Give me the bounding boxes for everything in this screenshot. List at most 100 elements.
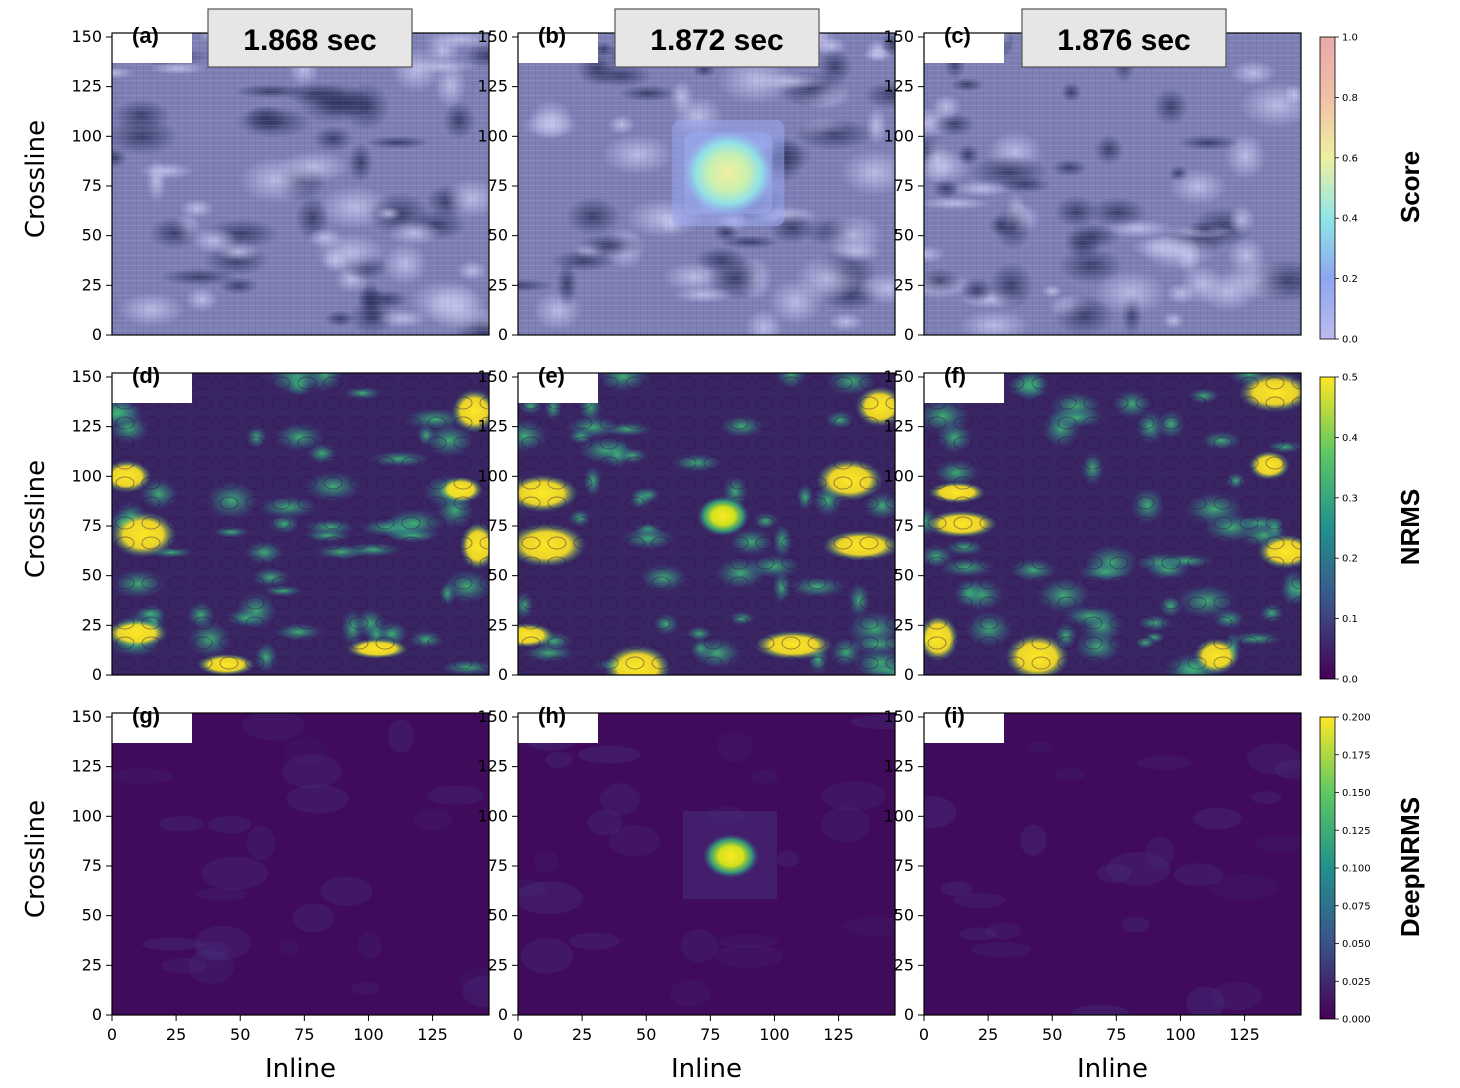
x-tick-label: 100 [759,1025,790,1044]
heatmap-panel-d [111,372,490,676]
deepnrms-patch [850,714,895,730]
panel-frame [111,712,490,1016]
y-tick-label: 50 [488,566,508,585]
y-tick-label: 25 [894,955,914,974]
deepnrms-patch [462,975,489,1008]
colorbar-tick-label: 0.8 [1342,93,1358,104]
heatmap-panel-a [111,32,490,336]
deepnrms-patch [608,825,661,857]
x-tick-label: 50 [636,1025,656,1044]
deepnrms-patch [351,982,380,995]
heatmap-panel-c [923,32,1302,336]
deepnrms-patch [714,944,784,968]
colorbar-tick-label: 0.4 [1342,433,1358,444]
panel-label-mask [518,373,598,403]
y-tick-label: 150 [71,707,102,726]
y-tick-label: 0 [904,325,914,344]
x-tick-label: 50 [1042,1025,1062,1044]
heatmap-field [518,713,895,1015]
deepnrms-patch [924,796,957,829]
deepnrms-patch [188,949,234,984]
panel-label-mask [112,373,192,403]
colorbar-tick-label: 0.200 [1342,713,1371,724]
y-tick-label: 100 [71,806,102,825]
x-tick-label: 0 [107,1025,117,1044]
deepnrms-patch [953,892,1006,909]
deepnrms-patch [940,881,973,897]
deepnrms-patch [142,937,203,951]
deepnrms-patch [520,938,574,974]
contour-texture [924,373,1301,675]
y-tick-label: 75 [488,856,508,875]
y-tick-label: 125 [883,77,914,96]
deepnrms-patch [518,881,583,915]
y-tick-label: 75 [488,176,508,195]
deepnrms-patch [292,903,335,933]
colorbar-gradient [1319,36,1336,340]
y-tick-label: 25 [894,275,914,294]
deepnrms-patch [568,932,620,950]
deepnrms-patch [195,925,251,960]
heatmap-field [924,33,1301,335]
panel-label-mask [112,713,192,743]
y-tick-label: 50 [894,226,914,245]
heatmap-field [924,713,1301,1015]
heatmap-field [112,373,489,675]
deepnrms-patch [587,809,623,836]
deepnrms-patch [1186,986,1225,1015]
y-tick-label: 150 [477,27,508,46]
time-label-box: 1.876 sec [1021,8,1227,68]
time-box [1021,8,1227,68]
y-tick-label: 75 [894,176,914,195]
y-tick-label: 75 [894,856,914,875]
y-tick-label: 100 [71,466,102,485]
deepnrms-patch [1209,873,1278,900]
heatmap-panel-e [517,372,896,676]
time-box [614,8,820,68]
heatmap-panel-f [923,372,1302,676]
deepnrms-patch [112,768,173,785]
y-tick-label: 0 [904,1005,914,1024]
y-axis-label: Crossline [21,460,51,578]
deepnrms-patch [208,815,252,834]
x-tick-label: 50 [230,1025,250,1044]
x-tick-label: 125 [823,1025,854,1044]
row-title-deepnrms: DeepNRMS [1395,797,1425,937]
seismic-texture [924,33,1301,335]
deepnrms-patch [1193,807,1242,830]
colorbar-tick-label: 0.4 [1342,214,1358,225]
deepnrms-patch [1096,863,1132,883]
deepnrms-patch [1106,852,1171,886]
heatmap-panel-i [923,712,1302,1016]
x-tick-label: 75 [1106,1025,1126,1044]
deepnrms-patch [458,967,489,995]
panel-letter: (f) [944,363,966,388]
x-tick-label: 0 [919,1025,929,1044]
deepnrms-patch [970,942,1032,958]
deepnrms-patch [518,879,548,898]
deepnrms-patch [320,876,373,906]
deepnrms-patch [1137,755,1192,770]
deepnrms-anomaly [702,834,759,879]
heatmap-field [112,713,489,1015]
row-title-score: Score [1395,151,1425,223]
y-tick-label: 25 [488,275,508,294]
colorbar-tick-label: 0.0 [1342,675,1358,686]
colorbar-tick-label: 0.2 [1342,554,1358,565]
colorbar-tick-label: 0.075 [1342,901,1371,912]
y-tick-label: 150 [71,27,102,46]
colorbar-tick-label: 0.5 [1342,373,1358,384]
time-label: 1.876 sec [1057,24,1190,57]
deepnrms-patch [357,932,382,959]
y-tick-label: 25 [488,615,508,634]
y-tick-label: 125 [71,77,102,96]
time-label-box: 1.868 sec [207,8,413,68]
colorbar-tick-label: 0.050 [1342,939,1371,950]
colorbar-tick-label: 0.1 [1342,614,1358,625]
deepnrms-patch [246,825,276,861]
y-tick-label: 25 [894,615,914,634]
deepnrms-patch [158,816,204,832]
x-axis-label: Inline [265,1054,336,1084]
x-tick-label: 25 [978,1025,998,1044]
